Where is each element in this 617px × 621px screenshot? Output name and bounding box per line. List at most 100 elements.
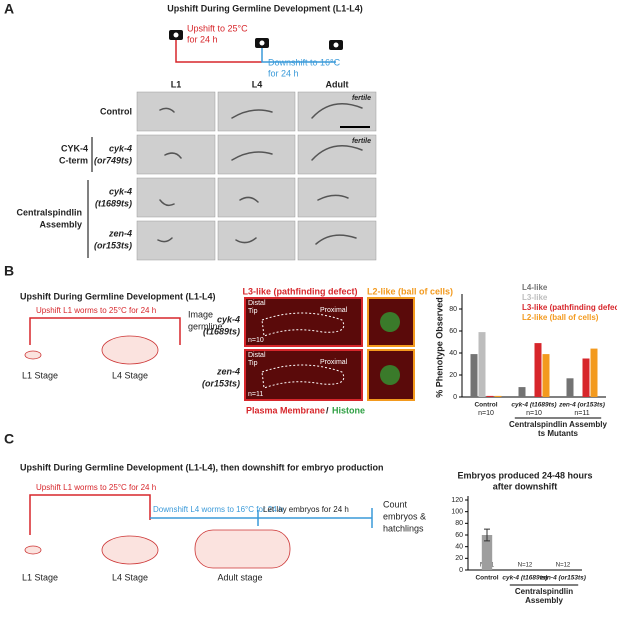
bar xyxy=(590,348,598,397)
bar xyxy=(470,354,478,397)
error-bar xyxy=(484,528,490,542)
row-group: Assembly xyxy=(39,219,82,229)
row-label: (t1689ts) xyxy=(95,198,132,208)
row-label: (or153ts) xyxy=(202,378,240,388)
row-label: zen-4 xyxy=(216,366,240,376)
y-tick-label: 60 xyxy=(455,532,463,539)
bar xyxy=(481,535,493,570)
column-label: L3-like (pathfinding defect) xyxy=(242,286,357,296)
y-axis-label: % Phenotype Observed xyxy=(434,297,444,398)
panel-title: Upshift During Germline Development (L1-… xyxy=(20,462,384,472)
chart-title: Embryos produced 24-48 hours xyxy=(457,470,592,480)
timeline xyxy=(29,494,373,535)
column-label: L1 xyxy=(171,79,182,89)
bar xyxy=(534,343,542,397)
note: Upshift L1 worms to 25°C for 24 h xyxy=(36,306,156,315)
annotation: n=10 xyxy=(248,337,264,344)
row-group: Centralspindlin xyxy=(16,207,82,217)
row-label: (t1689ts) xyxy=(203,326,240,336)
x-tick-label: cyk-4 (t1689ts) xyxy=(502,575,547,582)
stage-label: Adult stage xyxy=(217,572,262,582)
bar xyxy=(518,387,526,397)
annotation: Tip xyxy=(248,308,258,315)
annotation: n=11 xyxy=(248,391,263,398)
stage-label: L1 Stage xyxy=(22,370,58,380)
x-tick-label: Control xyxy=(474,402,497,409)
note: hatchlings xyxy=(383,523,424,533)
note: embryos & xyxy=(383,511,426,521)
group-label: Centralspindlin xyxy=(515,587,573,596)
row-label: zen-4 xyxy=(108,228,132,238)
timeline xyxy=(29,317,181,345)
stage-label: L4 Stage xyxy=(112,572,148,582)
chart-title: after downshift xyxy=(493,481,558,491)
bar xyxy=(566,378,574,397)
group-label: Assembly xyxy=(525,596,563,605)
n-label: N=12 xyxy=(518,563,533,569)
row-label: cyk-4 xyxy=(217,314,240,324)
y-tick-label: 60 xyxy=(449,328,457,335)
fluorescence-images xyxy=(244,297,415,401)
column-label: L2-like (ball of cells) xyxy=(367,286,453,296)
note: for 24 h xyxy=(187,34,218,44)
y-tick-label: 40 xyxy=(449,350,457,357)
y-tick-label: 0 xyxy=(459,567,463,574)
panel-letter: B xyxy=(4,263,14,279)
bar xyxy=(582,358,590,397)
panel-title: Upshift During Germline Development (L1-… xyxy=(167,3,363,13)
caption: Plasma Membrane xyxy=(246,405,325,415)
stage-label: L4 Stage xyxy=(112,370,148,380)
worm-drawing xyxy=(24,529,291,569)
panel-title: Upshift During Germline Development (L1-… xyxy=(20,291,216,301)
stage-label: L1 Stage xyxy=(22,572,58,582)
note: for 24 h xyxy=(268,68,299,78)
panel-letter: C xyxy=(4,431,14,447)
caption: Histone xyxy=(332,405,365,415)
worm-drawing xyxy=(24,335,159,365)
annotation: fertile xyxy=(352,95,371,102)
y-tick-label: 20 xyxy=(455,555,463,562)
bar xyxy=(486,395,494,397)
group-label: ts Mutants xyxy=(538,429,579,438)
annotation: Tip xyxy=(248,360,258,367)
annotation: Distal xyxy=(248,352,266,359)
y-tick-label: 0 xyxy=(453,394,457,401)
x-tick-label: zen-4 (or153ts) xyxy=(539,575,586,582)
row-label: (or749ts) xyxy=(94,155,132,165)
note: Upshift to 25°C xyxy=(187,23,248,33)
legend-entry: L2-like (ball of cells) xyxy=(522,313,599,322)
bar xyxy=(478,332,486,397)
column-label: Adult xyxy=(326,79,349,89)
note: germline xyxy=(188,321,223,331)
note: Upshift L1 worms to 25°C for 24 h xyxy=(36,483,156,492)
y-tick-label: 20 xyxy=(449,372,457,379)
annotation: fertile xyxy=(352,138,371,145)
legend-entry: L4-like xyxy=(522,283,548,292)
y-tick-label: 80 xyxy=(449,306,457,313)
n-label: N=12 xyxy=(556,563,571,569)
note: Downshift L4 worms to 16°C for 24 h xyxy=(153,505,283,514)
n-label: n=10 xyxy=(478,410,494,417)
caption: / xyxy=(326,405,329,415)
n-label: n=10 xyxy=(526,410,542,417)
row-group: C-term xyxy=(59,155,88,165)
x-tick-label: Control xyxy=(475,575,498,582)
note: Count xyxy=(383,499,408,509)
row-label: (or153ts) xyxy=(94,240,132,250)
annotation: Distal xyxy=(248,300,266,307)
y-tick-label: 40 xyxy=(455,544,463,551)
x-tick-label: zen-4 (or153ts) xyxy=(558,402,605,409)
note: Image xyxy=(188,309,213,319)
note: Downshift to 16°C xyxy=(268,57,341,67)
annotation: Proximal xyxy=(320,359,348,366)
row-label: cyk-4 xyxy=(109,143,132,153)
note: Let lay embryos for 24 h xyxy=(263,505,349,514)
bar xyxy=(494,395,502,397)
y-tick-label: 120 xyxy=(451,497,463,504)
legend-entry: L3-like xyxy=(522,293,548,302)
n-label: n=11 xyxy=(574,410,589,417)
group-label: Centralspindlin Assembly xyxy=(509,420,608,429)
annotation: Proximal xyxy=(320,307,348,314)
y-tick-label: 100 xyxy=(451,509,463,516)
